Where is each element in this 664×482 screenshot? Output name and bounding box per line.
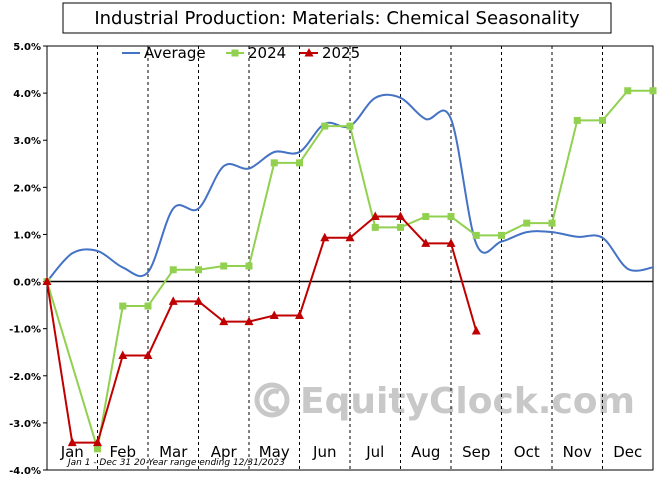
chart-title: Industrial Production: Materials: Chemic… [94, 8, 580, 29]
data-point-2024 [144, 302, 152, 310]
data-point-2024 [472, 231, 480, 239]
data-point-2025 [446, 238, 456, 247]
series-line-2025 [46, 215, 478, 444]
y-tick-label: -4.0% [9, 466, 41, 477]
legend-label: Average [144, 44, 206, 62]
legend: Average 2024 2025 [122, 44, 360, 62]
data-point-2024 [599, 116, 606, 124]
y-tick-label: 3.0% [13, 136, 41, 147]
data-point-2024 [498, 231, 505, 239]
legend-item-2025: 2025 [300, 44, 360, 62]
x-tick-label: Jun [312, 443, 336, 461]
data-point-2025 [345, 232, 355, 242]
data-point-2024 [270, 159, 278, 167]
data-point-2024 [548, 219, 556, 227]
y-axis: 5.0% 4.0% 3.0% 2.0% 1.0% 0.0% -1.0% -2.0% -3.0% -… [9, 42, 47, 477]
series-2025 [42, 211, 481, 447]
data-point-2024 [119, 302, 127, 310]
legend-marker [304, 48, 314, 57]
data-point-2025 [370, 211, 380, 221]
copyright-icon [254, 382, 290, 418]
watermark: EquityClock.com [254, 381, 635, 422]
data-point-2024 [624, 87, 632, 95]
data-point-2025 [194, 296, 203, 305]
x-tick-label: Dec [613, 443, 642, 461]
data-point-2024 [321, 122, 329, 130]
data-point-2025 [219, 316, 229, 326]
y-tick-label: 0.0% [13, 278, 41, 289]
data-point-2024 [346, 122, 354, 130]
legend-marker [231, 49, 239, 57]
data-point-2025 [295, 310, 304, 319]
x-tick-label: Oct [514, 443, 540, 461]
data-point-2025 [67, 437, 77, 447]
legend-item-average: Average [122, 44, 206, 62]
x-tick-label: Sep [462, 443, 490, 461]
data-point-2025 [42, 276, 52, 286]
legend-label: 2024 [248, 44, 286, 62]
x-tick-label: Mar [159, 443, 188, 461]
x-axis: Jan Feb Mar Apr May Jun Jul Aug Sep Oct Nov Dec [60, 443, 643, 461]
data-point-2024 [371, 223, 379, 231]
x-tick-label: May [259, 443, 290, 461]
data-point-2025 [168, 296, 178, 305]
series-line-2024 [46, 89, 653, 450]
y-tick-label: 1.0% [13, 230, 41, 241]
data-point-2025 [396, 211, 405, 221]
y-tick-label: 2.0% [13, 183, 41, 194]
data-point-2024 [245, 262, 253, 270]
data-point-2025 [143, 350, 153, 360]
x-tick-label: Apr [211, 443, 238, 461]
x-tick-label: Aug [411, 443, 440, 461]
y-tick-label: -2.0% [9, 372, 41, 383]
data-point-2024 [94, 445, 101, 453]
x-tick-label: Jul [365, 443, 384, 461]
data-point-2025 [421, 238, 431, 247]
y-tick-label: -1.0% [9, 325, 41, 336]
title-box [62, 2, 612, 34]
x-tick-label: Nov [563, 443, 592, 461]
chart-footnote: Jan 1 - Dec 31 20-Year range ending 12/3… [66, 458, 285, 468]
data-point-2024 [523, 219, 531, 227]
data-point-2024 [573, 116, 581, 124]
data-point-2024 [649, 87, 657, 95]
y-tick-label: -3.0% [9, 419, 41, 430]
x-tick-label: Feb [109, 443, 136, 461]
y-tick-label: 4.0% [13, 89, 41, 100]
x-tick-label: Jan [60, 443, 84, 461]
gridlines [47, 46, 653, 470]
data-point-2024 [169, 266, 177, 274]
watermark-text: EquityClock.com [300, 381, 635, 422]
legend-label: 2025 [322, 44, 360, 62]
data-point-2025 [118, 350, 128, 360]
data-point-2024 [296, 159, 303, 167]
y-tick-label: 5.0% [13, 42, 41, 53]
data-point-2025 [93, 437, 102, 447]
data-point-2024 [195, 266, 202, 274]
data-point-2025 [320, 232, 330, 242]
series-2024 [43, 87, 657, 453]
data-point-2025 [269, 310, 279, 319]
series-layer [42, 87, 657, 453]
data-point-2025 [244, 316, 254, 326]
data-point-2024 [422, 213, 430, 221]
data-point-2024 [220, 262, 228, 270]
data-point-2025 [471, 326, 481, 335]
legend-item-2024: 2024 [226, 44, 286, 62]
data-point-2024 [397, 223, 404, 231]
data-point-2024 [447, 213, 455, 221]
